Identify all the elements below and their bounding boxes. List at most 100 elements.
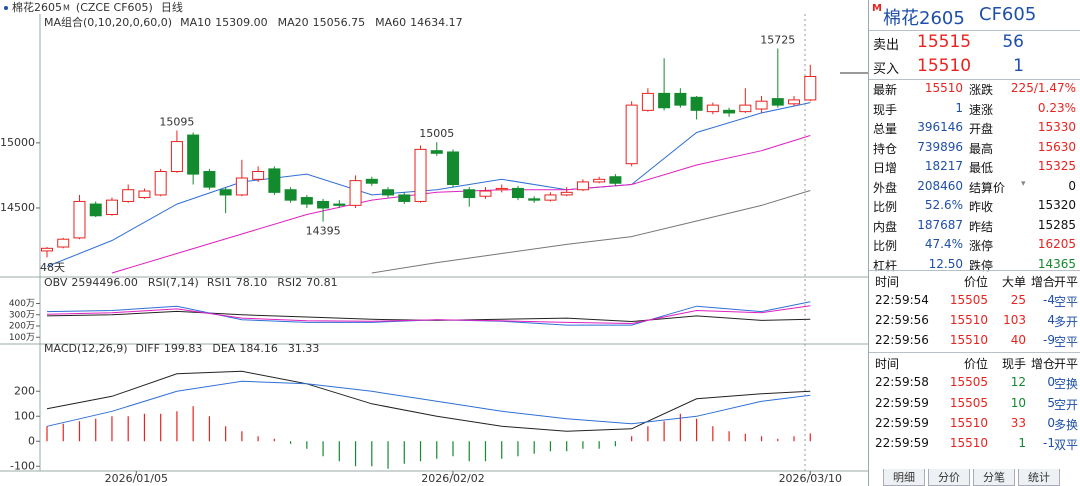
table-header: 增合 (1030, 275, 1055, 289)
trade-cell: 22:59:56 (875, 313, 929, 327)
candle-body (122, 189, 135, 202)
macd-bar (387, 441, 389, 469)
stat-label: 开盘 (969, 122, 994, 136)
candle-body (593, 178, 606, 183)
stat-value: 52.6% (924, 198, 963, 212)
macd-bar (290, 441, 292, 444)
candle-body (333, 203, 346, 206)
stat-label: 持仓 (873, 141, 898, 156)
macd-bar (760, 436, 763, 442)
y-tick-label: 300万 (9, 310, 35, 320)
candle-body (447, 151, 459, 186)
legend-name: MA20 (278, 16, 309, 29)
trade-cell: 22:59:59 (875, 415, 929, 430)
legend-name: RSI2 (277, 276, 302, 289)
candle-body (89, 203, 102, 217)
stat-label: 比例 (873, 200, 898, 214)
indicator-line (371, 190, 811, 274)
candle-body (105, 199, 118, 215)
macd-bar (62, 423, 64, 442)
candle-body (625, 104, 638, 165)
stat-label: 涨跌 (969, 83, 994, 97)
candle-body (317, 200, 330, 209)
stat-value: 15330 (1037, 120, 1076, 134)
candle-body (544, 194, 557, 201)
macd-bar (533, 441, 535, 454)
macd-bar (354, 441, 357, 467)
candle-body (382, 189, 395, 196)
stat-label: 最新 (873, 83, 898, 97)
macd-bar (663, 421, 665, 442)
trade-cell: 15510 (949, 436, 988, 451)
tab[interactable]: 分价 (928, 469, 970, 486)
tab[interactable]: 明细 (883, 469, 925, 486)
macd-bar (176, 411, 178, 442)
sep (869, 79, 1080, 80)
stat-value: 12.50 (928, 256, 963, 271)
trade-cell: 4 (1047, 313, 1055, 327)
stat-value: 15325 (1037, 159, 1076, 173)
candle-body (674, 92, 687, 106)
stat-value: 0 (1068, 178, 1076, 193)
macd-bar (46, 426, 48, 442)
table-header: 增仓 (1030, 357, 1055, 371)
candle-body (463, 189, 476, 199)
y-tick-label: 15000 (0, 136, 35, 149)
order-label: 卖出 (873, 38, 900, 53)
stat-label: 杠杆 (873, 258, 898, 273)
macd-bar (549, 441, 552, 452)
stat-label: 最低 (969, 161, 994, 175)
trade-cell: 22:59:56 (875, 333, 929, 347)
stat-value: 15320 (1037, 198, 1076, 212)
order-label: 买入 (873, 62, 900, 77)
table-header: 价位 (963, 275, 988, 289)
sep (869, 270, 1080, 271)
tab[interactable]: 统计 (1018, 469, 1060, 486)
pane-title: MACD(12,26,9) (44, 342, 128, 355)
trade-cell: 空平 (1053, 295, 1078, 309)
candle-body (365, 178, 378, 184)
y-tick-label: 0 (28, 434, 35, 447)
candle-body (511, 187, 524, 199)
trade-cell: 40 (1010, 333, 1026, 347)
tab[interactable]: 分笔 (973, 469, 1015, 486)
candle-body (495, 187, 508, 191)
indicator-line (46, 305, 811, 325)
macd-bar (371, 441, 373, 467)
candle-body (609, 176, 622, 184)
trade-cell: 22:59:59 (875, 436, 929, 451)
indicator-line (46, 102, 811, 267)
stat-label: 外盘 (873, 180, 898, 195)
table-header: 开平 (1053, 357, 1078, 371)
macd-bar (566, 441, 568, 452)
trade-cell: 22:59:59 (875, 395, 929, 410)
trade-cell: 空开 (1053, 397, 1078, 412)
macd-bar (208, 416, 210, 442)
macd-bar (192, 406, 194, 442)
macd-bar (419, 441, 422, 462)
candle-body (73, 200, 86, 239)
trade-cell: 22:59:54 (875, 293, 929, 307)
trade-cell: 多换 (1053, 417, 1078, 432)
y-tick-label: 100 (14, 409, 35, 422)
candle-body (641, 92, 654, 111)
macd-bar (501, 441, 503, 459)
order-volume: 56 (1002, 32, 1024, 52)
macd-bar (631, 436, 633, 442)
legend-value: 15056.75 (313, 16, 366, 29)
stat-label: 最高 (969, 141, 994, 156)
table-header: 开平 (1053, 275, 1078, 289)
candle-body (706, 104, 719, 113)
y-tick-label: 100万 (9, 333, 35, 343)
macd-bar (241, 431, 243, 442)
stat-label: 日增 (873, 161, 898, 175)
candle-body (138, 190, 151, 199)
symbol: 棉花2605 (12, 0, 62, 14)
price-annotation: 14395 (306, 225, 341, 238)
macd-bar (436, 441, 438, 459)
trade-cell: 15510 (949, 333, 988, 347)
candle-body (203, 171, 216, 188)
price-annotation: 15095 (159, 116, 194, 129)
macd-bar (728, 431, 730, 442)
trade-cell: 25 (1010, 293, 1026, 307)
